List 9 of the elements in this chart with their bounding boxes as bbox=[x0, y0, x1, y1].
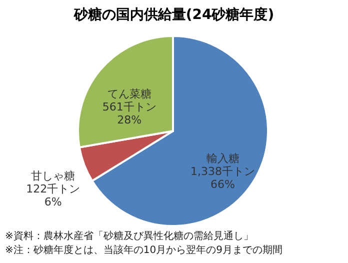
slice-label: てん菜糖 bbox=[107, 87, 152, 100]
slice-label: 甘しゃ糖 bbox=[31, 170, 76, 183]
data-label: 122千トン 6% bbox=[26, 182, 80, 209]
chart-title: 砂糖の国内供給量(24砂糖年度) bbox=[72, 6, 274, 23]
text: ※注：砂糖年度とは、当該年の10月から翌年の9月までの期間 bbox=[5, 244, 282, 256]
data-label: 1,338千トン 66% bbox=[190, 164, 256, 191]
slice-label: 輸入糖 bbox=[206, 152, 240, 165]
data-label: 561千トン 28% bbox=[102, 100, 156, 126]
text: ※資料：農林水産省「砂糖及び異性化糖の需給見通し」 bbox=[5, 230, 254, 242]
